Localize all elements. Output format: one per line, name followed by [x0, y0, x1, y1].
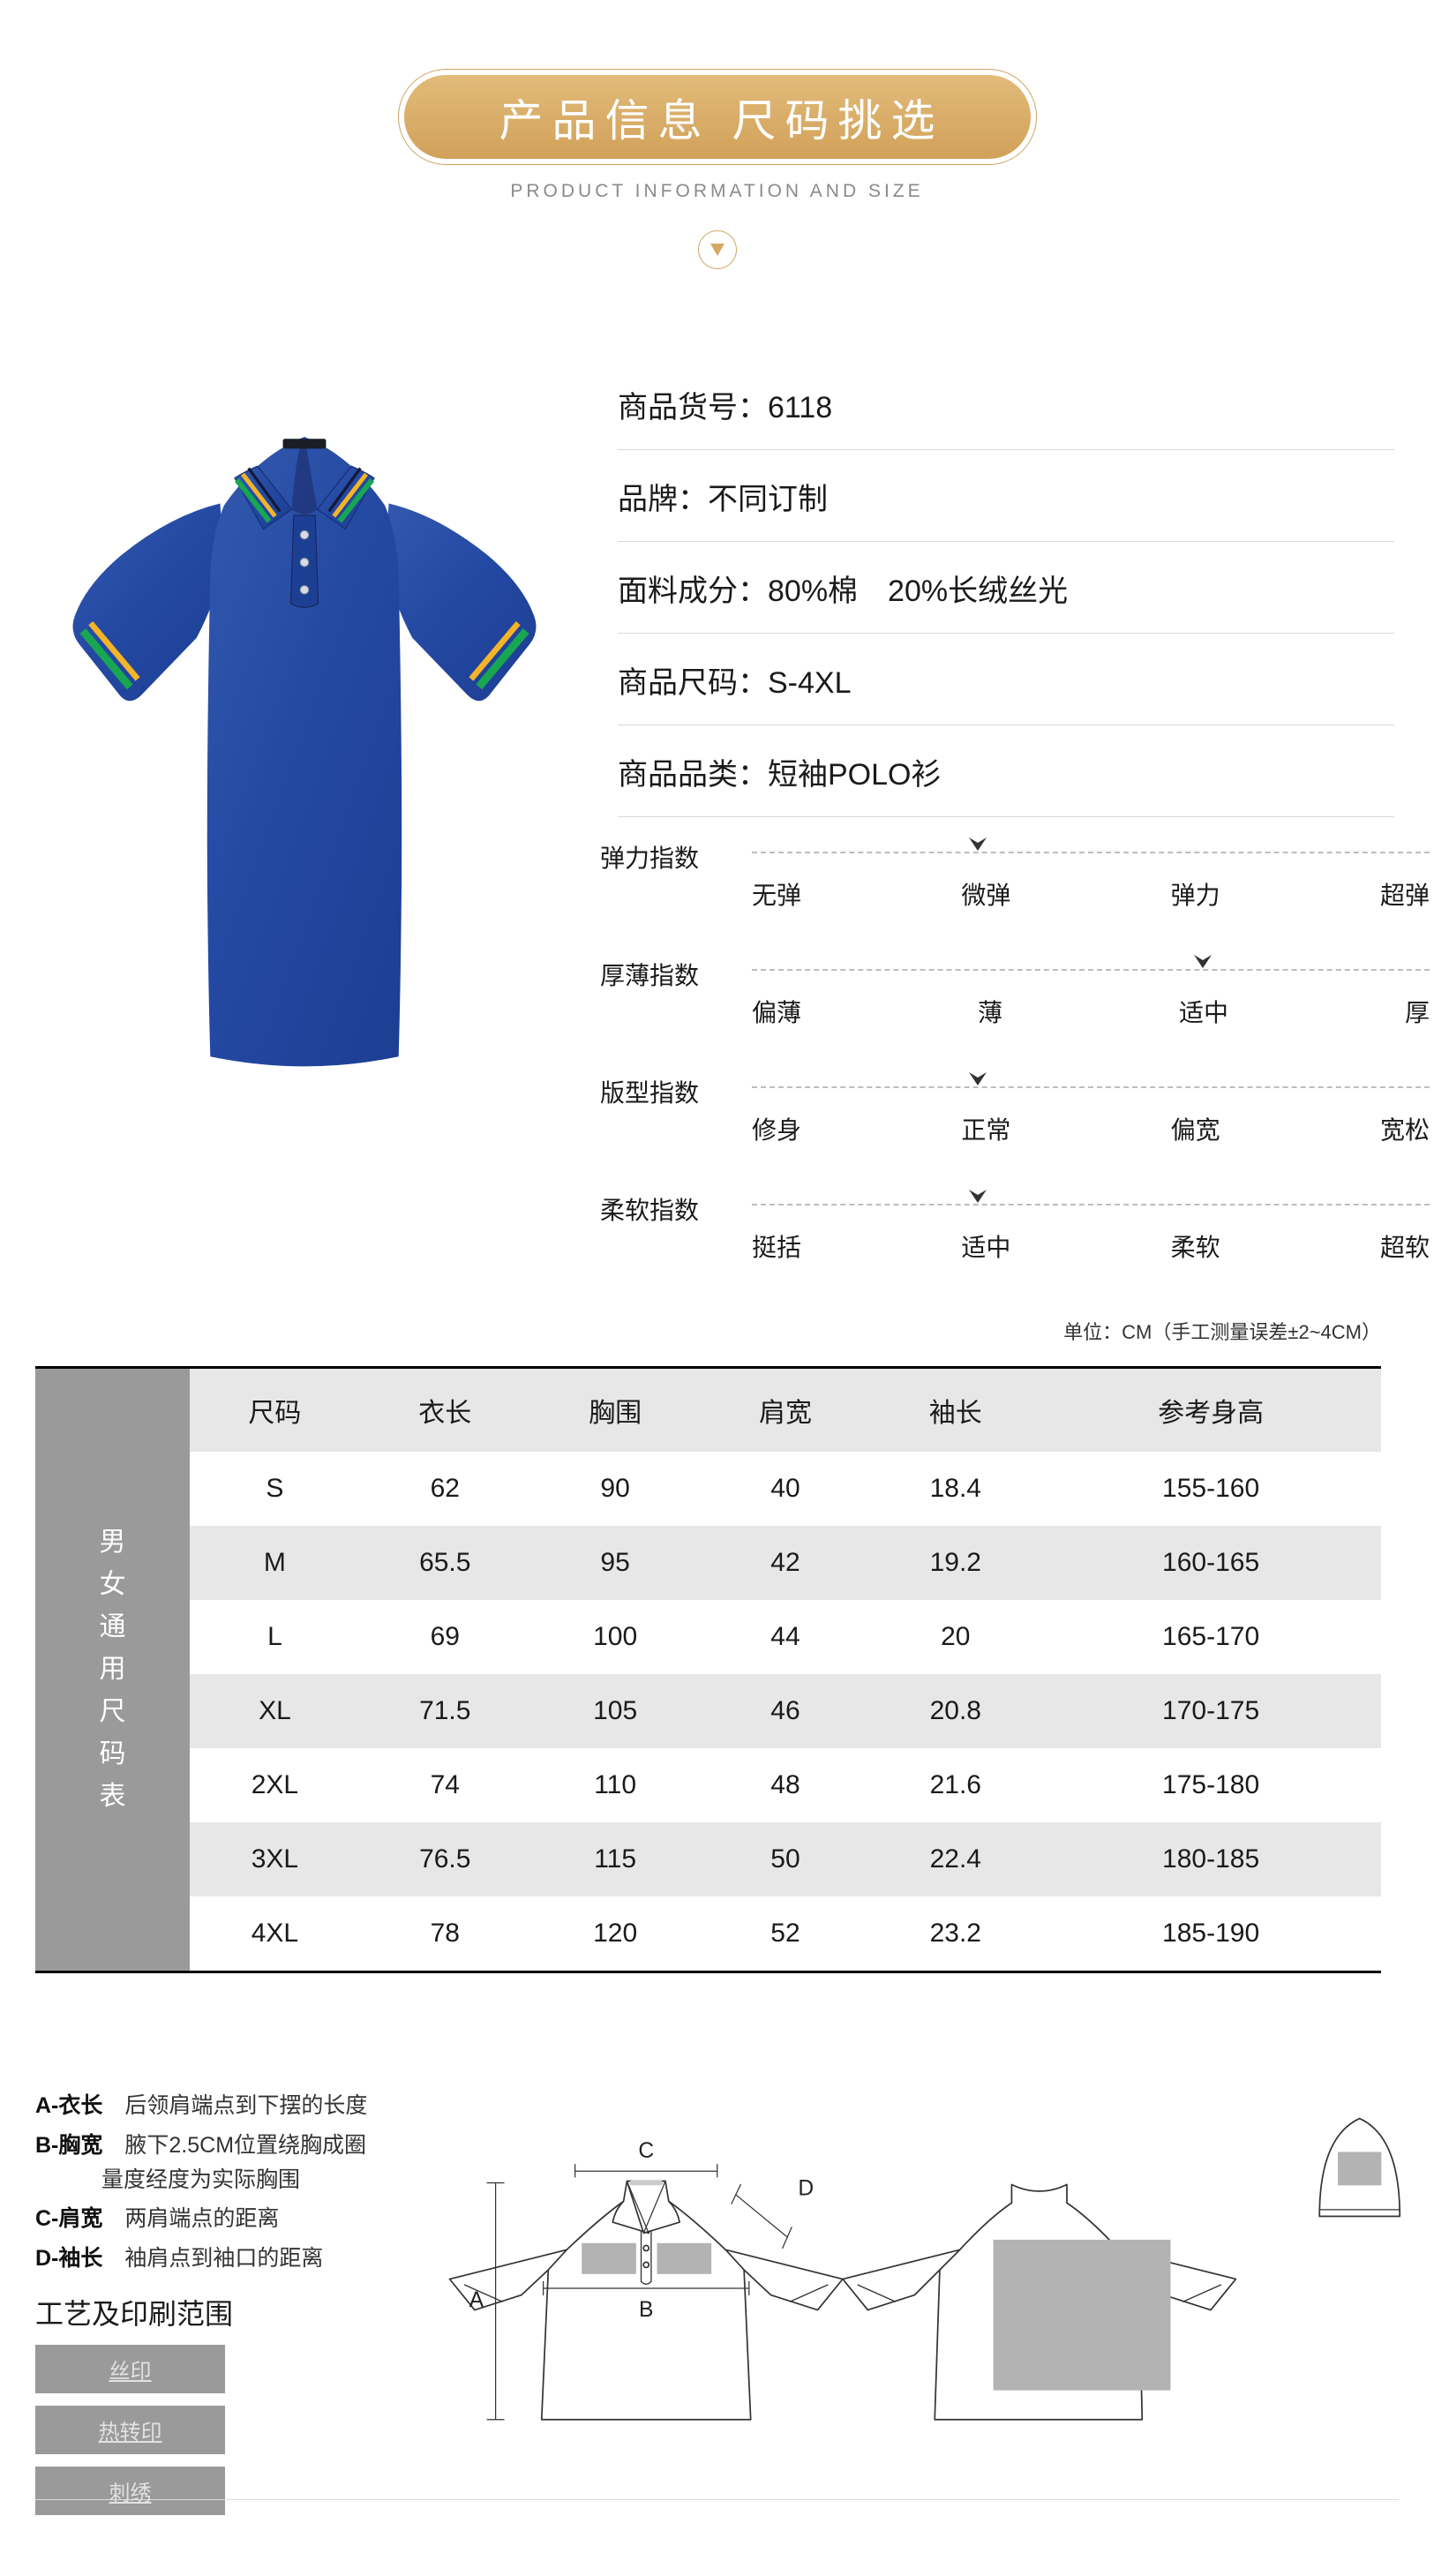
svg-text:C: C [638, 2139, 654, 2163]
svg-text:B: B [639, 2298, 653, 2322]
svg-text:D: D [798, 2177, 814, 2201]
svg-text:A: A [469, 2288, 484, 2312]
